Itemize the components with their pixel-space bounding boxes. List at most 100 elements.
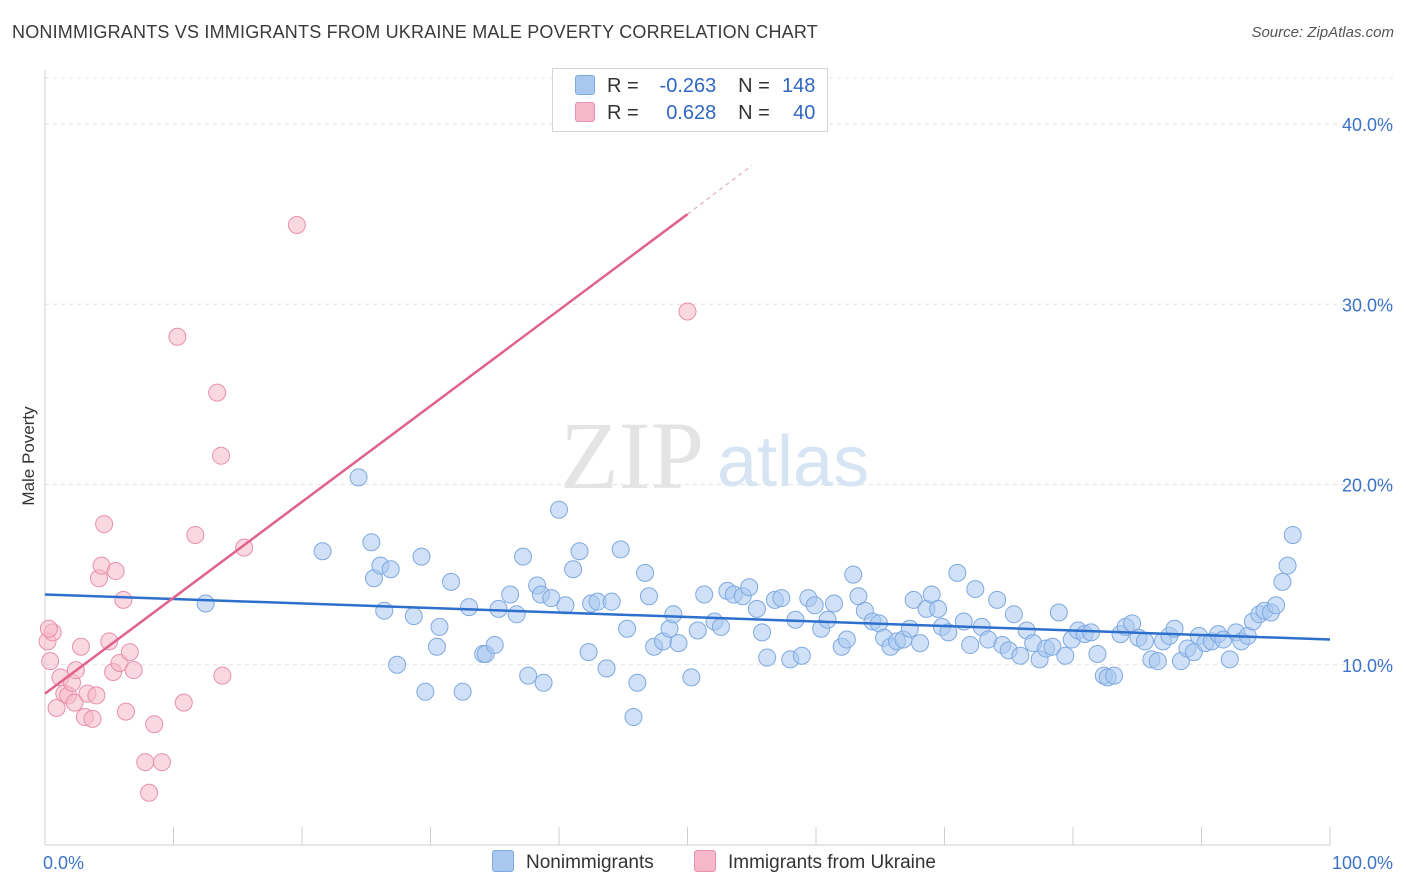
data-point-immigrants-ukraine (145, 715, 164, 734)
data-point-nonimmigrants (519, 666, 538, 685)
data-point-nonimmigrants (1283, 526, 1302, 544)
legend-r-value: 0.628 (666, 102, 717, 124)
trend-line-extension (687, 165, 753, 215)
legend-row-nonimmigrants: R = -0.263 N = 148 (575, 75, 815, 99)
data-point-nonimmigrants (534, 673, 553, 692)
legend-r-label: R = (607, 75, 639, 97)
data-point-immigrants-ukraine (124, 661, 143, 680)
data-point-nonimmigrants (412, 547, 431, 566)
data-point-immigrants-ukraine (186, 526, 205, 544)
data-point-immigrants-ukraine (287, 216, 306, 234)
data-point-nonimmigrants (1056, 646, 1075, 665)
legend-n-label: N = (738, 102, 770, 124)
data-point-nonimmigrants (489, 599, 508, 618)
data-point-nonimmigrants (939, 623, 958, 642)
data-point-nonimmigrants (514, 547, 533, 566)
data-point-nonimmigrants (792, 646, 811, 665)
data-point-immigrants-ukraine (168, 327, 187, 346)
data-point-immigrants-ukraine (106, 562, 125, 581)
data-point-immigrants-ukraine (152, 753, 171, 772)
data-point-nonimmigrants (430, 617, 449, 636)
data-point-immigrants-ukraine (47, 699, 66, 718)
data-point-nonimmigrants (1278, 556, 1297, 575)
nonimmigrants-points (196, 468, 1302, 727)
data-point-nonimmigrants (313, 542, 332, 561)
data-point-nonimmigrants (1105, 666, 1124, 685)
data-point-nonimmigrants (507, 605, 526, 624)
data-point-nonimmigrants (460, 598, 479, 617)
data-point-immigrants-ukraine (87, 686, 106, 705)
legend-swatch-blue (492, 850, 514, 872)
data-point-nonimmigrants (740, 578, 759, 597)
data-point-immigrants-ukraine (212, 446, 231, 465)
legend-r-value: -0.263 (659, 75, 717, 97)
data-point-immigrants-ukraine (116, 702, 135, 721)
data-point-nonimmigrants (844, 565, 863, 584)
data-point-nonimmigrants (602, 592, 621, 611)
watermark-zip: ZIP (560, 402, 704, 509)
data-point-immigrants-ukraine (208, 383, 227, 402)
data-point-immigrants-ukraine (114, 590, 133, 609)
data-point-immigrants-ukraine (100, 632, 119, 651)
legend-r-label: R = (607, 102, 639, 124)
data-point-immigrants-ukraine (120, 643, 139, 662)
axes (44, 70, 1331, 846)
data-point-immigrants-ukraine (71, 637, 90, 656)
data-point-nonimmigrants (961, 635, 980, 654)
data-point-nonimmigrants (805, 596, 824, 615)
y-tick-label: 40.0% (1342, 115, 1393, 135)
data-point-nonimmigrants (501, 585, 520, 604)
data-point-nonimmigrants (1043, 637, 1062, 656)
data-point-nonimmigrants (753, 623, 772, 642)
data-point-immigrants-ukraine (39, 619, 58, 638)
legend-label: Immigrants from Ukraine (728, 852, 936, 873)
data-point-nonimmigrants (349, 468, 368, 487)
data-point-nonimmigrants (948, 563, 967, 582)
data-point-nonimmigrants (837, 630, 856, 649)
data-point-nonimmigrants (818, 610, 837, 629)
legend-n-label: N = (738, 75, 770, 97)
x-tick-label: 100.0% (1332, 853, 1393, 873)
legend-item-nonimmigrants: Nonimmigrants (492, 850, 654, 874)
data-point-nonimmigrants (1011, 646, 1030, 665)
legend-swatch-pink (694, 850, 716, 872)
legend-item-immigrants-ukraine: Immigrants from Ukraine (694, 850, 936, 874)
data-point-nonimmigrants (669, 634, 688, 653)
source-label: Source: ZipAtlas.com (1251, 24, 1394, 41)
data-point-nonimmigrants (695, 585, 714, 604)
data-point-immigrants-ukraine (136, 753, 155, 772)
data-point-nonimmigrants (618, 619, 637, 638)
data-point-nonimmigrants (929, 599, 948, 618)
data-point-nonimmigrants (453, 682, 472, 701)
data-point-nonimmigrants (381, 560, 400, 579)
data-point-nonimmigrants (404, 607, 423, 626)
data-point-nonimmigrants (611, 540, 630, 559)
data-point-nonimmigrants (416, 682, 435, 701)
legend-swatch-blue (575, 75, 595, 95)
legend-row-immigrants-ukraine: R = 0.628 N = 40 (575, 102, 815, 126)
x-tick-label: 0.0% (43, 853, 84, 873)
data-point-nonimmigrants (688, 621, 707, 640)
data-point-nonimmigrants (1135, 632, 1154, 651)
legend-n-value: 148 (782, 75, 816, 97)
data-point-nonimmigrants (579, 643, 598, 662)
data-point-nonimmigrants (1148, 652, 1167, 671)
data-point-nonimmigrants (988, 590, 1007, 609)
data-point-nonimmigrants (628, 673, 647, 692)
data-point-nonimmigrants (388, 655, 407, 674)
data-point-nonimmigrants (1088, 644, 1107, 663)
data-point-nonimmigrants (966, 580, 985, 599)
data-point-immigrants-ukraine (213, 666, 232, 685)
trend-line-nonimmigrants (44, 593, 1331, 641)
data-point-nonimmigrants (597, 659, 616, 678)
y-axis-label: Male Poverty (19, 406, 38, 506)
data-point-nonimmigrants (196, 594, 215, 613)
y-tick-label: 20.0% (1342, 476, 1393, 496)
legend-label: Nonimmigrants (526, 852, 654, 873)
chart-title: NONIMMIGRANTS VS IMMIGRANTS FROM UKRAINE… (12, 22, 818, 42)
y-tick-label: 10.0% (1342, 656, 1393, 676)
data-point-nonimmigrants (556, 596, 575, 615)
data-point-immigrants-ukraine (95, 515, 114, 534)
data-point-immigrants-ukraine (140, 783, 159, 802)
legend-n-value: 40 (793, 102, 816, 124)
